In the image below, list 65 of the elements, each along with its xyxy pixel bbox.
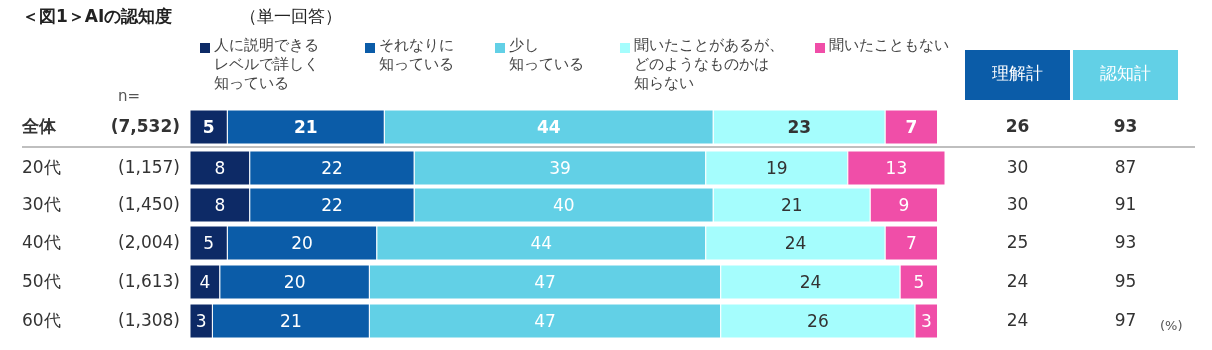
data-label: 20 [283,272,306,292]
data-label: 9 [898,195,910,215]
y-tick-label: 30代 [22,194,61,216]
text: (1,613) [117,271,180,293]
data-label: 39 [549,158,571,178]
data-label: 47 [534,272,556,292]
text: 30 [1005,194,1030,216]
data-label: 44 [530,233,553,253]
text: (1,308) [117,310,180,332]
data-label: 19 [765,158,788,178]
y-tick-label: 20代 [22,157,61,179]
text: (7,532) [109,116,180,138]
y-tick-label: 40代 [22,232,61,254]
data-label: 24 [784,233,807,253]
data-label: 7 [905,117,918,137]
data-label: 5 [913,272,925,292]
y-tick-label: 50代 [22,271,61,293]
data-label: 20 [291,233,313,253]
data-label: 47 [534,311,556,331]
legend-label: 聞いたこともない [829,36,949,55]
y-tick-label: 全体 [22,116,56,138]
data-label: 7 [905,233,917,253]
text: 87 [1113,157,1138,179]
data-label: 22 [321,195,343,215]
y-tick-label: 60代 [22,310,61,332]
text: n= [118,87,141,106]
text: (%) [1160,318,1183,335]
data-label: 22 [321,158,343,178]
data-label: 24 [799,272,822,292]
text: 24 [1005,310,1030,332]
legend-label: 聞いたことがあるが、どのようなものかは知らない [634,36,784,93]
data-label: 44 [536,117,561,137]
data-label: 8 [214,195,226,215]
data-label: 26 [807,311,829,331]
data-label: 5 [202,117,215,137]
data-label: 3 [920,311,932,331]
text: (1,157) [117,157,180,179]
data-label: 21 [780,195,803,215]
legend-label: 人に説明できるレベルで詳しく知っている [214,36,319,93]
legend-label: それなりに知っている [379,36,454,74]
text: 認知計 [1099,63,1152,85]
text: 25 [1005,232,1030,254]
data-label: 5 [203,233,215,253]
text: 95 [1113,271,1138,293]
text: 91 [1113,194,1138,216]
data-label: 8 [214,158,226,178]
data-label: 13 [885,158,908,178]
data-label: 21 [280,311,302,331]
data-label: 4 [199,272,211,292]
data-label: 23 [787,117,812,137]
chart-title: ＜図1＞AIの認知度 [22,6,173,28]
text: 93 [1113,232,1138,254]
text: 26 [1004,116,1031,138]
data-label: 21 [294,117,318,137]
text: 93 [1112,116,1139,138]
chart-subtitle: （単一回答） [240,6,342,28]
text: 30 [1005,157,1030,179]
text: 理解計 [991,63,1044,85]
text: 24 [1005,271,1030,293]
text: 少し知っている [509,36,584,74]
text: (1,450) [117,194,180,216]
data-label: 3 [195,311,207,331]
data-label: 40 [552,195,575,215]
text: (2,004) [117,232,180,254]
text: 97 [1114,310,1137,330]
